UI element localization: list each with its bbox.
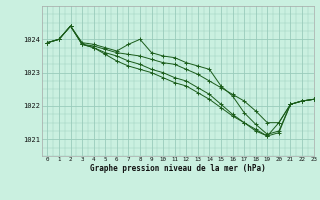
X-axis label: Graphe pression niveau de la mer (hPa): Graphe pression niveau de la mer (hPa)	[90, 164, 266, 173]
